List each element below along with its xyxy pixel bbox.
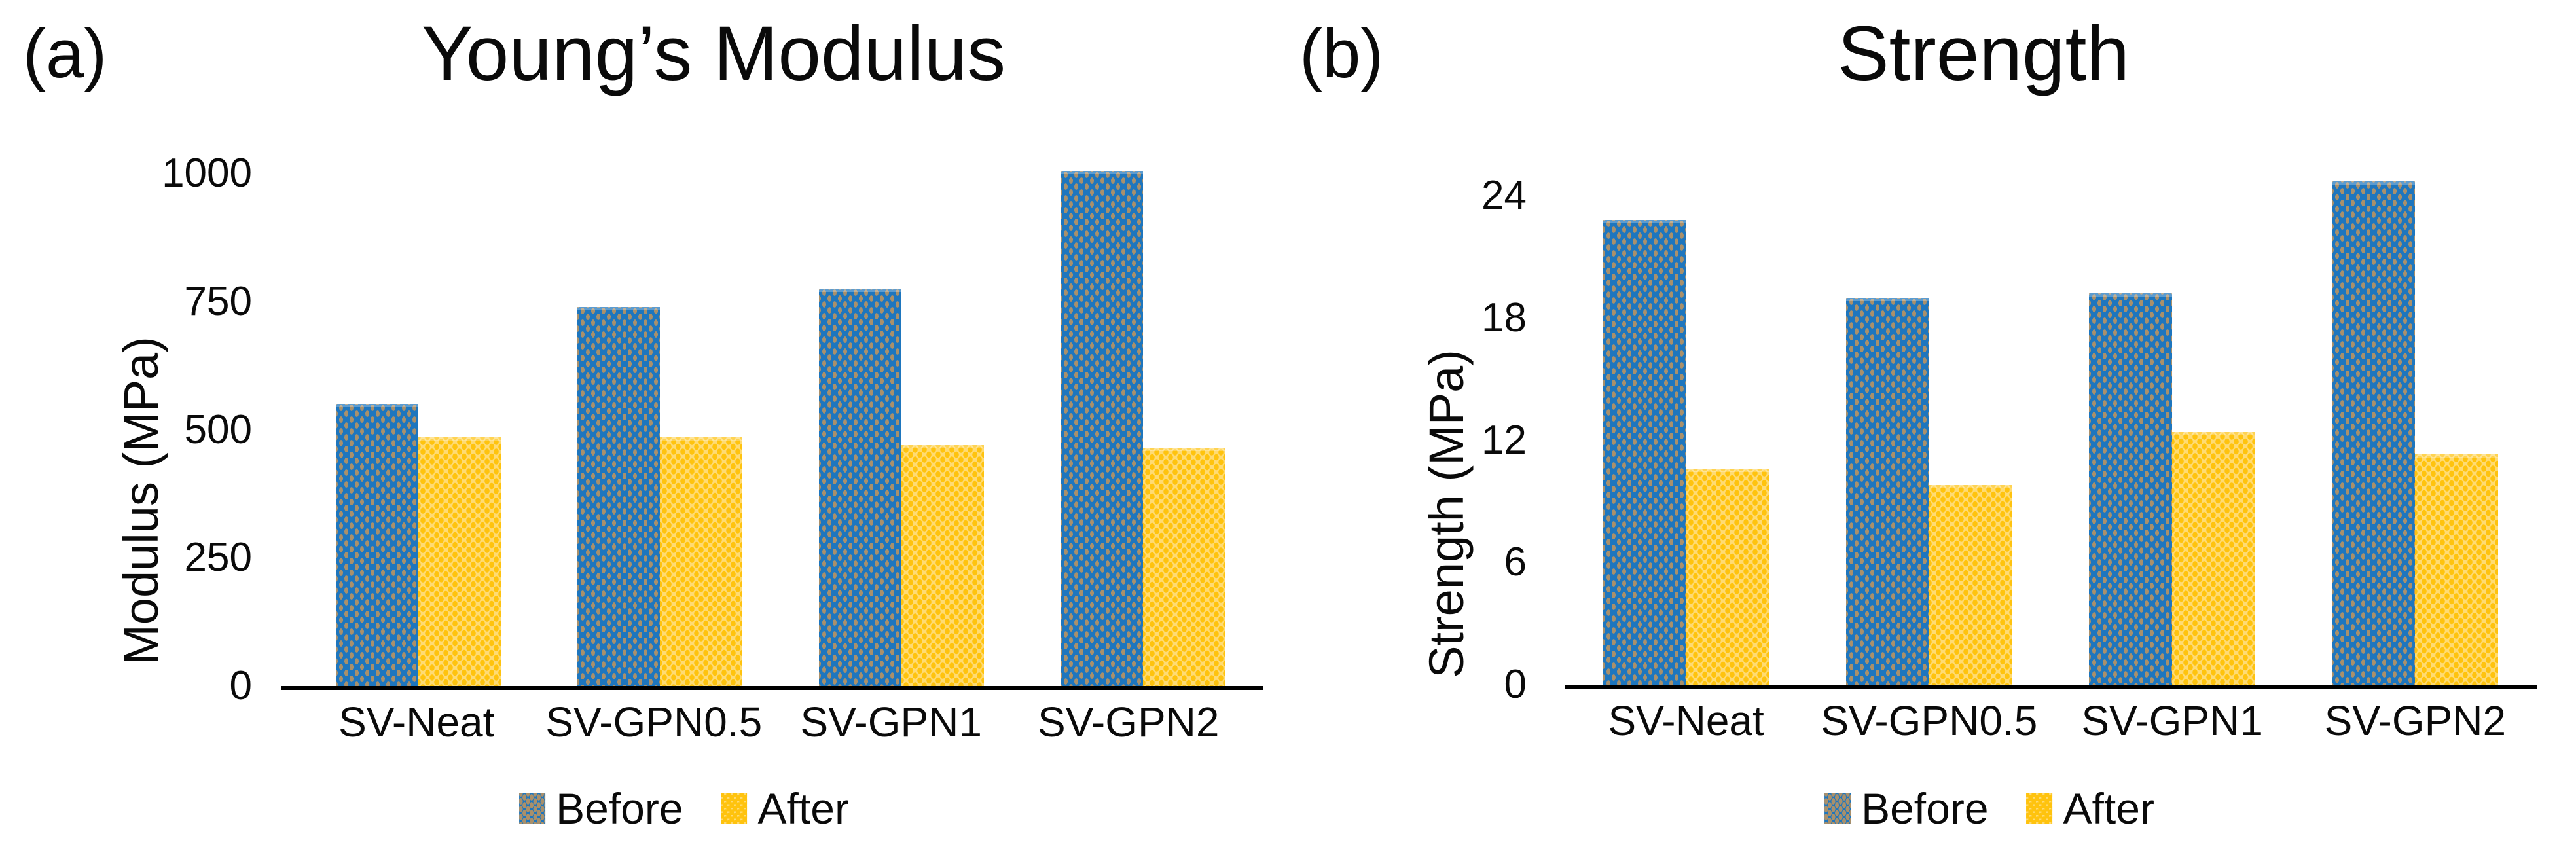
plot-area [1565, 151, 2537, 689]
x-category-label: SV-GPN2 [1038, 698, 1220, 746]
legend-label-before: Before [1861, 784, 1989, 833]
chart-title: Strength [1837, 10, 2130, 97]
y-tick-label: 750 [184, 278, 252, 324]
bar-after-sv-neat [1686, 469, 1769, 685]
bar-after-sv-gpn1 [901, 445, 984, 686]
bar-before-sv-gpn0.5 [1845, 298, 1929, 685]
x-category-label: SV-GPN2 [2324, 697, 2507, 744]
bar-before-sv-gpn0.5 [577, 307, 661, 686]
x-category-label: SV-GPN0.5 [545, 698, 763, 746]
bar-before-sv-gpn2 [2332, 181, 2416, 685]
legend-swatch-before [1824, 793, 1851, 824]
bar-group-sv-gpn2 [2294, 151, 2537, 685]
legend-item-before: Before [519, 787, 683, 830]
bar-group-sv-gpn1 [781, 151, 1023, 686]
x-category-label: SV-Neat [1608, 697, 1764, 744]
legend-label-before: Before [556, 784, 683, 833]
y-tick-label: 0 [1504, 662, 1527, 707]
legend-swatch-after [2026, 793, 2053, 824]
bar-before-sv-neat [1603, 220, 1686, 685]
bar-group-sv-neat [1565, 151, 1807, 685]
x-category-label: SV-Neat [338, 698, 495, 746]
x-axis-category-labels: SV-Neat SV-GPN0.5 SV-GPN1 SV-GPN2 [298, 698, 1247, 746]
y-tick-label: 1000 [162, 151, 252, 196]
bar-after-sv-neat [418, 437, 501, 686]
legend-item-before: Before [1824, 784, 1989, 833]
legend-item-after: After [721, 787, 849, 830]
y-tick-label: 6 [1504, 539, 1527, 585]
bar-after-sv-gpn0.5 [1929, 485, 2012, 685]
chart-title: Young’s Modulus [421, 10, 1006, 97]
bar-group-sv-gpn0.5 [1807, 151, 2050, 685]
legend: Before After [519, 787, 849, 830]
bar-after-sv-gpn0.5 [660, 437, 743, 686]
y-tick-label: 500 [184, 407, 252, 452]
legend-item-after: After [2026, 784, 2154, 833]
panel-a: (a) Young’s Modulus Modulus (MPa) SV-Nea… [0, 0, 1286, 851]
bar-before-sv-gpn2 [1060, 171, 1143, 686]
bar-before-sv-gpn1 [2089, 293, 2173, 685]
legend: Before After [1824, 787, 2154, 830]
bar-after-sv-gpn2 [1142, 448, 1225, 686]
bar-group-sv-neat [298, 151, 539, 686]
panel-letter: (a) [23, 16, 107, 92]
bar-before-sv-gpn1 [818, 289, 901, 686]
x-category-label: SV-GPN1 [2081, 697, 2263, 744]
y-tick-label: 250 [184, 535, 252, 581]
bar-group-sv-gpn2 [1022, 151, 1263, 686]
y-tick-label: 18 [1481, 295, 1527, 340]
bar-after-sv-gpn2 [2415, 454, 2499, 685]
x-category-label: SV-GPN0.5 [1821, 697, 2038, 744]
legend-label-after: After [757, 784, 849, 833]
panel-letter: (b) [1299, 16, 1384, 92]
legend-swatch-before [519, 793, 546, 824]
y-axis-label: Strength (MPa) [1419, 350, 1474, 678]
legend-label-after: After [2063, 784, 2154, 833]
y-tick-label: 0 [229, 663, 252, 708]
panel-b: (b) Strength Strength (MPa) SV-Neat SV-G… [1286, 0, 2576, 851]
bar-group-sv-gpn0.5 [539, 151, 781, 686]
bar-group-sv-gpn1 [2051, 151, 2294, 685]
plot-area [281, 151, 1263, 690]
bar-after-sv-gpn1 [2172, 432, 2256, 685]
x-category-label: SV-GPN1 [800, 698, 982, 746]
y-axis-label: Modulus (MPa) [114, 336, 168, 665]
legend-swatch-after [721, 793, 748, 824]
y-tick-label: 24 [1481, 173, 1527, 218]
bar-before-sv-neat [336, 404, 419, 686]
x-axis-category-labels: SV-Neat SV-GPN0.5 SV-GPN1 SV-GPN2 [1565, 698, 2537, 744]
y-tick-label: 12 [1481, 417, 1527, 463]
